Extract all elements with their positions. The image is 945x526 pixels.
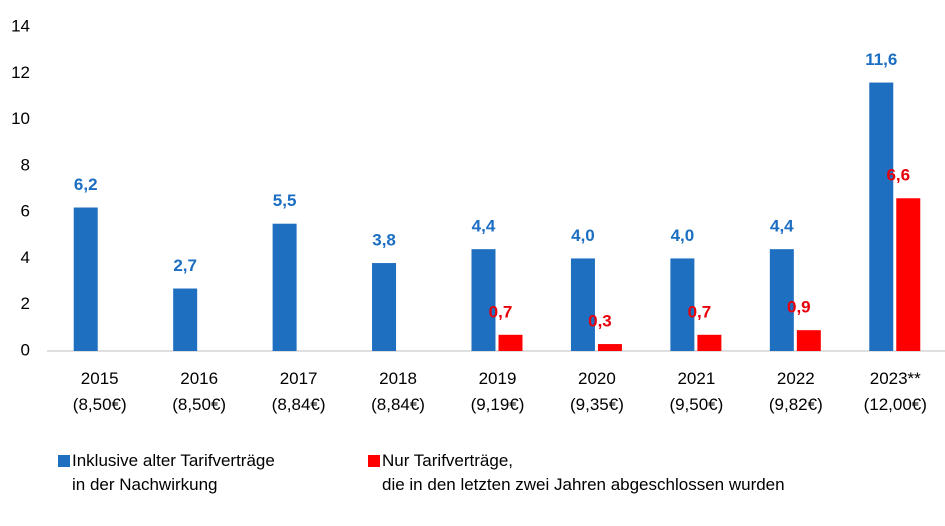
value-label: 0,7 <box>688 302 712 321</box>
value-label: 0,9 <box>787 298 811 317</box>
legend-label: Nur Tarifverträge, die in den letzten zw… <box>382 451 785 494</box>
x-tick-label: 2021 (9,50€) <box>669 369 724 414</box>
bar <box>471 249 496 351</box>
value-label: 0,3 <box>588 312 612 331</box>
value-label: 4,0 <box>571 226 595 245</box>
legend-label: Inklusive alter Tarifverträge in der Nac… <box>72 451 275 494</box>
x-tick-label: 2017 (8,84€) <box>271 369 326 414</box>
value-label: 6,2 <box>74 175 98 194</box>
legend-swatch <box>368 455 380 467</box>
x-tick-label: 2019 (9,19€) <box>470 369 525 414</box>
value-label: 2,7 <box>173 256 197 275</box>
bar <box>73 207 98 351</box>
bar <box>796 330 821 351</box>
bar <box>597 344 622 351</box>
x-tick-label: 2016 (8,50€) <box>172 369 227 414</box>
x-tick-label: 2015 (8,50€) <box>72 369 127 414</box>
y-tick-label: 6 <box>21 202 30 221</box>
value-label: 4,0 <box>671 226 695 245</box>
value-label: 3,8 <box>372 231 396 250</box>
bar <box>570 258 595 351</box>
value-label: 6,6 <box>886 166 910 185</box>
bar <box>173 288 198 351</box>
x-tick-label: 2018 (8,84€) <box>371 369 425 414</box>
value-label: 5,5 <box>273 191 297 210</box>
y-tick-label: 0 <box>21 340 30 359</box>
x-tick-label: 2020 (9,35€) <box>570 369 624 414</box>
x-tick-label: 2023** (12,00€) <box>863 369 927 414</box>
y-tick-label: 8 <box>21 155 30 174</box>
y-tick-label: 2 <box>21 294 30 313</box>
bar <box>697 334 722 351</box>
value-label: 4,4 <box>770 217 794 236</box>
value-label: 11,6 <box>865 50 897 69</box>
value-label: 0,7 <box>489 302 513 321</box>
y-tick-label: 12 <box>11 63 30 82</box>
legend-swatch <box>58 455 70 467</box>
bar <box>869 82 894 352</box>
value-label: 4,4 <box>472 217 496 236</box>
bar <box>769 249 794 351</box>
bar <box>498 334 523 351</box>
bar <box>372 263 397 351</box>
x-tick-label: 2022 (9,82€) <box>768 369 823 414</box>
y-tick-label: 14 <box>11 16 30 35</box>
bar <box>670 258 695 351</box>
bar <box>272 223 297 351</box>
y-tick-label: 10 <box>11 109 30 128</box>
y-tick-label: 4 <box>21 248 30 267</box>
bar <box>896 198 921 351</box>
